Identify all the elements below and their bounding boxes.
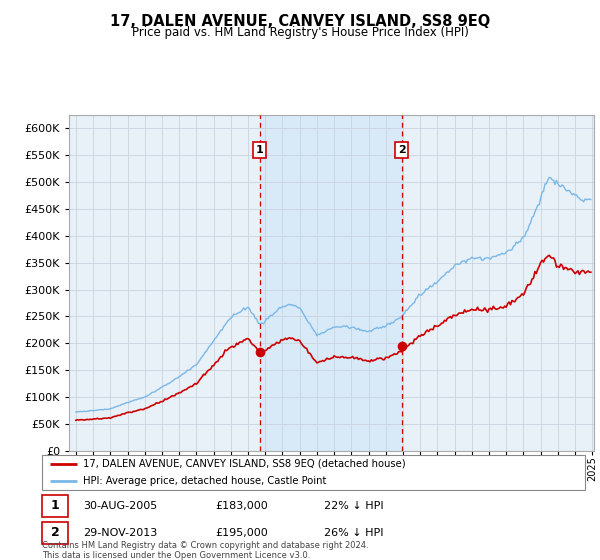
Text: Contains HM Land Registry data © Crown copyright and database right 2024.
This d: Contains HM Land Registry data © Crown c… (42, 540, 368, 560)
Text: 29-NOV-2013: 29-NOV-2013 (83, 528, 157, 538)
Text: £183,000: £183,000 (216, 501, 269, 511)
Text: 2: 2 (50, 526, 59, 539)
FancyBboxPatch shape (42, 494, 68, 517)
Text: Price paid vs. HM Land Registry's House Price Index (HPI): Price paid vs. HM Land Registry's House … (131, 26, 469, 39)
FancyBboxPatch shape (42, 522, 68, 544)
Text: 30-AUG-2005: 30-AUG-2005 (83, 501, 157, 511)
Text: HPI: Average price, detached house, Castle Point: HPI: Average price, detached house, Cast… (83, 477, 326, 486)
Text: 1: 1 (50, 500, 59, 512)
Text: 17, DALEN AVENUE, CANVEY ISLAND, SS8 9EQ (detached house): 17, DALEN AVENUE, CANVEY ISLAND, SS8 9EQ… (83, 459, 406, 469)
Text: 17, DALEN AVENUE, CANVEY ISLAND, SS8 9EQ: 17, DALEN AVENUE, CANVEY ISLAND, SS8 9EQ (110, 14, 490, 29)
Text: 22% ↓ HPI: 22% ↓ HPI (325, 501, 384, 511)
Text: £195,000: £195,000 (216, 528, 269, 538)
Text: 1: 1 (256, 145, 263, 155)
Bar (260, 115, 401, 451)
Text: 26% ↓ HPI: 26% ↓ HPI (325, 528, 384, 538)
Text: 2: 2 (398, 145, 406, 155)
FancyBboxPatch shape (42, 455, 585, 490)
